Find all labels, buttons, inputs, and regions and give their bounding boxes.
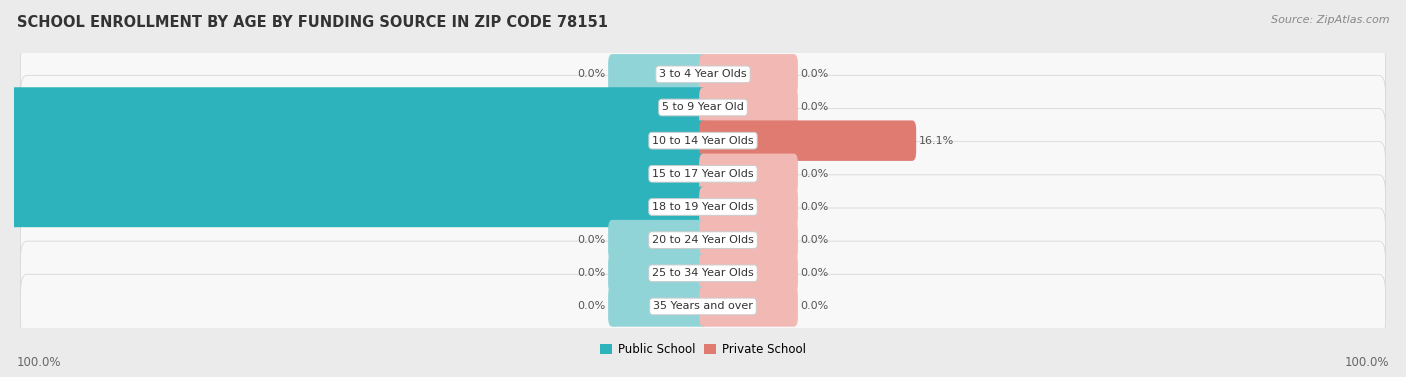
Text: 15 to 17 Year Olds: 15 to 17 Year Olds: [652, 169, 754, 179]
FancyBboxPatch shape: [21, 75, 1385, 139]
Text: 0.0%: 0.0%: [800, 268, 828, 278]
Text: 100.0%: 100.0%: [17, 357, 62, 369]
FancyBboxPatch shape: [699, 153, 797, 194]
Text: 25 to 34 Year Olds: 25 to 34 Year Olds: [652, 268, 754, 278]
Text: 18 to 19 Year Olds: 18 to 19 Year Olds: [652, 202, 754, 212]
Text: 0.0%: 0.0%: [578, 302, 606, 311]
FancyBboxPatch shape: [0, 153, 707, 194]
Text: 10 to 14 Year Olds: 10 to 14 Year Olds: [652, 136, 754, 146]
Text: 5 to 9 Year Old: 5 to 9 Year Old: [662, 103, 744, 112]
FancyBboxPatch shape: [609, 220, 707, 261]
FancyBboxPatch shape: [0, 87, 707, 128]
FancyBboxPatch shape: [21, 175, 1385, 239]
Text: 100.0%: 100.0%: [1344, 357, 1389, 369]
Text: 0.0%: 0.0%: [800, 169, 828, 179]
FancyBboxPatch shape: [21, 241, 1385, 305]
FancyBboxPatch shape: [0, 120, 707, 161]
Text: 0.0%: 0.0%: [800, 302, 828, 311]
Text: 16.1%: 16.1%: [918, 136, 955, 146]
FancyBboxPatch shape: [21, 274, 1385, 339]
FancyBboxPatch shape: [0, 187, 707, 227]
FancyBboxPatch shape: [699, 220, 797, 261]
FancyBboxPatch shape: [21, 208, 1385, 272]
Text: 3 to 4 Year Olds: 3 to 4 Year Olds: [659, 69, 747, 79]
FancyBboxPatch shape: [609, 253, 707, 294]
Text: 0.0%: 0.0%: [800, 235, 828, 245]
Text: 0.0%: 0.0%: [800, 202, 828, 212]
FancyBboxPatch shape: [609, 54, 707, 95]
FancyBboxPatch shape: [21, 109, 1385, 173]
FancyBboxPatch shape: [609, 286, 707, 326]
Text: 20 to 24 Year Olds: 20 to 24 Year Olds: [652, 235, 754, 245]
FancyBboxPatch shape: [21, 142, 1385, 206]
Legend: Public School, Private School: Public School, Private School: [595, 338, 811, 361]
Text: Source: ZipAtlas.com: Source: ZipAtlas.com: [1271, 15, 1389, 25]
FancyBboxPatch shape: [699, 187, 797, 227]
Text: 0.0%: 0.0%: [578, 235, 606, 245]
Text: 0.0%: 0.0%: [800, 69, 828, 79]
FancyBboxPatch shape: [699, 87, 797, 128]
Text: 35 Years and over: 35 Years and over: [652, 302, 754, 311]
FancyBboxPatch shape: [699, 253, 797, 294]
FancyBboxPatch shape: [699, 54, 797, 95]
Text: 0.0%: 0.0%: [578, 268, 606, 278]
FancyBboxPatch shape: [21, 42, 1385, 106]
Text: 0.0%: 0.0%: [800, 103, 828, 112]
Text: SCHOOL ENROLLMENT BY AGE BY FUNDING SOURCE IN ZIP CODE 78151: SCHOOL ENROLLMENT BY AGE BY FUNDING SOUR…: [17, 15, 607, 30]
Text: 0.0%: 0.0%: [578, 69, 606, 79]
FancyBboxPatch shape: [699, 120, 917, 161]
FancyBboxPatch shape: [699, 286, 797, 326]
